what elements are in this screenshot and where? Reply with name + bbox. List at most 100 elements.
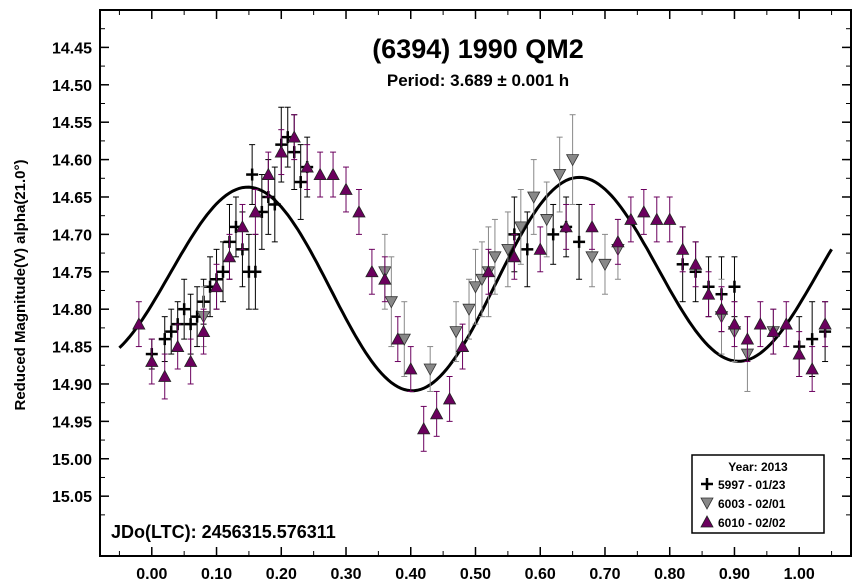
data-point	[184, 318, 197, 331]
data-point	[183, 354, 198, 367]
data-point	[417, 422, 431, 435]
data-point	[235, 220, 250, 233]
data-point	[779, 317, 793, 330]
chart-subtitle: Period: 3.689 ± 0.001 h	[387, 71, 569, 90]
y-tick-label: 14.95	[52, 414, 92, 431]
y-tick-label: 14.80	[52, 302, 92, 319]
data-point	[688, 257, 703, 270]
x-tick-label: 0.10	[201, 566, 232, 583]
data-point	[573, 235, 586, 248]
data-point	[300, 160, 314, 173]
data-point	[261, 167, 276, 180]
y-tick-label: 15.05	[52, 489, 92, 506]
data-point	[462, 303, 476, 317]
y-axis-label: Reduced Magnitude(V) alpha(21.0°)	[12, 159, 29, 410]
data-point	[449, 326, 463, 339]
x-tick-label: 0.90	[719, 566, 750, 583]
y-tick-label: 15.00	[52, 452, 92, 469]
x-tick-label: 0.50	[460, 566, 491, 583]
data-point	[514, 221, 528, 234]
data-point	[429, 407, 444, 420]
data-point	[540, 214, 554, 227]
data-points-group	[132, 106, 832, 452]
data-point	[274, 145, 288, 158]
data-point	[442, 392, 457, 405]
data-point	[481, 264, 496, 278]
y-tick-label: 14.85	[52, 340, 92, 357]
epoch-annotation: JDo(LTC): 2456315.576311	[111, 522, 336, 542]
data-point	[637, 205, 651, 218]
x-tick-label: 0.60	[525, 566, 556, 583]
data-point	[624, 212, 638, 225]
chart-title: (6394) 1990 QM2	[372, 34, 584, 64]
data-point	[805, 362, 819, 375]
legend-marker	[701, 478, 713, 490]
data-point	[521, 243, 534, 256]
data-point	[740, 332, 755, 345]
data-point	[714, 302, 729, 315]
data-point	[132, 317, 146, 330]
data-point	[158, 333, 171, 346]
data-point	[248, 205, 263, 218]
y-tick-label: 14.75	[52, 265, 92, 282]
data-point	[663, 212, 677, 225]
data-point	[222, 249, 237, 263]
legend-marker	[700, 497, 714, 510]
y-tick-label: 14.90	[52, 377, 92, 394]
data-point	[209, 279, 224, 293]
data-point	[246, 168, 259, 181]
data-point	[384, 296, 399, 309]
data-point	[650, 212, 664, 225]
series-3	[132, 114, 832, 452]
data-point	[565, 154, 580, 167]
data-point	[294, 176, 307, 189]
legend-box	[691, 454, 825, 534]
data-point	[313, 167, 327, 180]
data-point	[249, 265, 262, 278]
data-point	[378, 272, 392, 285]
legend-label: 5997 - 01/23	[718, 478, 786, 492]
data-point	[404, 362, 418, 375]
legend-entries: 5997 - 01/23 6003 - 02/01 6010 - 02/02	[700, 478, 786, 530]
data-point	[455, 339, 470, 352]
data-point	[217, 265, 230, 278]
data-point	[178, 303, 191, 316]
x-tick-label: 0.20	[266, 566, 297, 583]
data-point	[352, 205, 366, 218]
y-tick-label: 14.60	[52, 153, 92, 170]
data-point	[501, 243, 515, 257]
data-point	[171, 339, 185, 352]
data-point	[792, 347, 806, 360]
legend-title: Year: 2013	[728, 460, 788, 474]
data-point	[468, 281, 483, 294]
x-tick-label: 0.70	[589, 566, 620, 583]
data-point	[818, 317, 832, 330]
legend-label: 6010 - 02/02	[718, 516, 786, 530]
data-point	[268, 198, 281, 211]
x-tick-label: 0.80	[654, 566, 685, 583]
data-point	[423, 363, 437, 376]
data-point	[598, 258, 612, 272]
data-point	[365, 264, 379, 278]
data-point	[585, 220, 599, 233]
data-point	[552, 169, 567, 182]
data-point	[701, 287, 716, 300]
y-tick-label: 14.50	[52, 78, 92, 95]
data-point	[145, 354, 159, 367]
legend: Year: 2013 5997 - 01/23 6003 - 02/01 6010 …	[691, 454, 825, 534]
data-point	[533, 242, 547, 255]
y-tick-label: 14.45	[52, 40, 92, 57]
data-point	[727, 317, 742, 330]
x-tick-label: 0.40	[395, 566, 426, 583]
data-point	[753, 317, 768, 330]
data-point	[766, 324, 780, 338]
y-tick-label: 14.55	[52, 115, 92, 132]
y-tick-label: 14.65	[52, 190, 92, 207]
x-tick-label: 0.30	[330, 566, 361, 583]
data-point	[585, 251, 599, 264]
data-point	[488, 251, 502, 264]
data-point	[165, 325, 178, 338]
x-tick-label: 0.00	[136, 566, 167, 583]
legend-label: 6003 - 02/01	[718, 497, 786, 511]
